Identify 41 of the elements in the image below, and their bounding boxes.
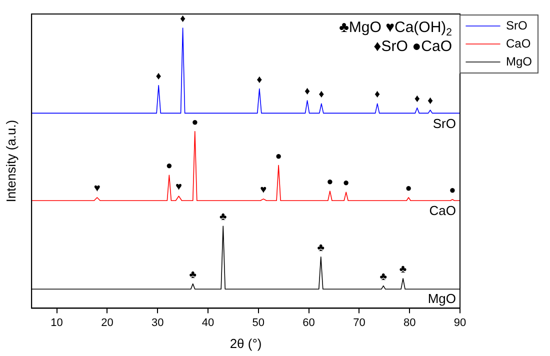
- text: CaO: [429, 203, 456, 218]
- x-tick-label: 90: [454, 316, 466, 329]
- annotation: ♦: [256, 74, 263, 86]
- annotation: ●: [166, 160, 173, 172]
- x-tick-label: 60: [302, 316, 315, 329]
- annotation: ●: [192, 116, 198, 128]
- x-tick-label: 30: [151, 316, 164, 329]
- y-axis-title: Intensity (a.u.): [3, 120, 18, 202]
- annotation: ♦: [318, 88, 325, 101]
- annotation: ♣: [399, 264, 407, 276]
- annotation: ♥: [94, 182, 100, 195]
- annotation: ●: [275, 150, 282, 162]
- annotation: ♣: [317, 242, 325, 254]
- x-tick-label: 70: [353, 316, 366, 329]
- annotation: ●: [405, 182, 412, 195]
- legend-label: MgO: [506, 54, 532, 68]
- legend-label: CaO: [506, 36, 531, 50]
- x-tick-label: 80: [403, 316, 416, 329]
- legend-label: SrO: [506, 18, 528, 32]
- annotation: ♣: [380, 270, 387, 283]
- annotation: ♦: [156, 70, 162, 82]
- annotation: ♦: [304, 86, 310, 98]
- annotation: ●: [449, 184, 456, 197]
- annotation: ♥: [260, 184, 267, 196]
- annotation: ♣: [220, 211, 227, 224]
- annotation: ♦: [427, 95, 434, 108]
- annotation: ♥: [176, 181, 182, 194]
- annotation: ●: [342, 177, 350, 190]
- annotation: ♦SrO ●CaO: [374, 38, 452, 56]
- annotation: ♦: [180, 13, 186, 26]
- annotation: ●: [326, 176, 334, 188]
- x-tick-label: 40: [202, 316, 214, 329]
- x-tick-label: 10: [50, 316, 63, 329]
- text: MgO: [428, 290, 456, 306]
- x-tick-label: 50: [252, 316, 265, 329]
- text: SrO: [432, 116, 456, 131]
- x-tick-label: 20: [101, 316, 114, 329]
- annotation: ♣: [189, 268, 196, 281]
- x-axis-title: 2θ (°): [230, 336, 262, 351]
- annotation: ♦: [374, 88, 381, 101]
- annotation: ♦: [414, 92, 420, 105]
